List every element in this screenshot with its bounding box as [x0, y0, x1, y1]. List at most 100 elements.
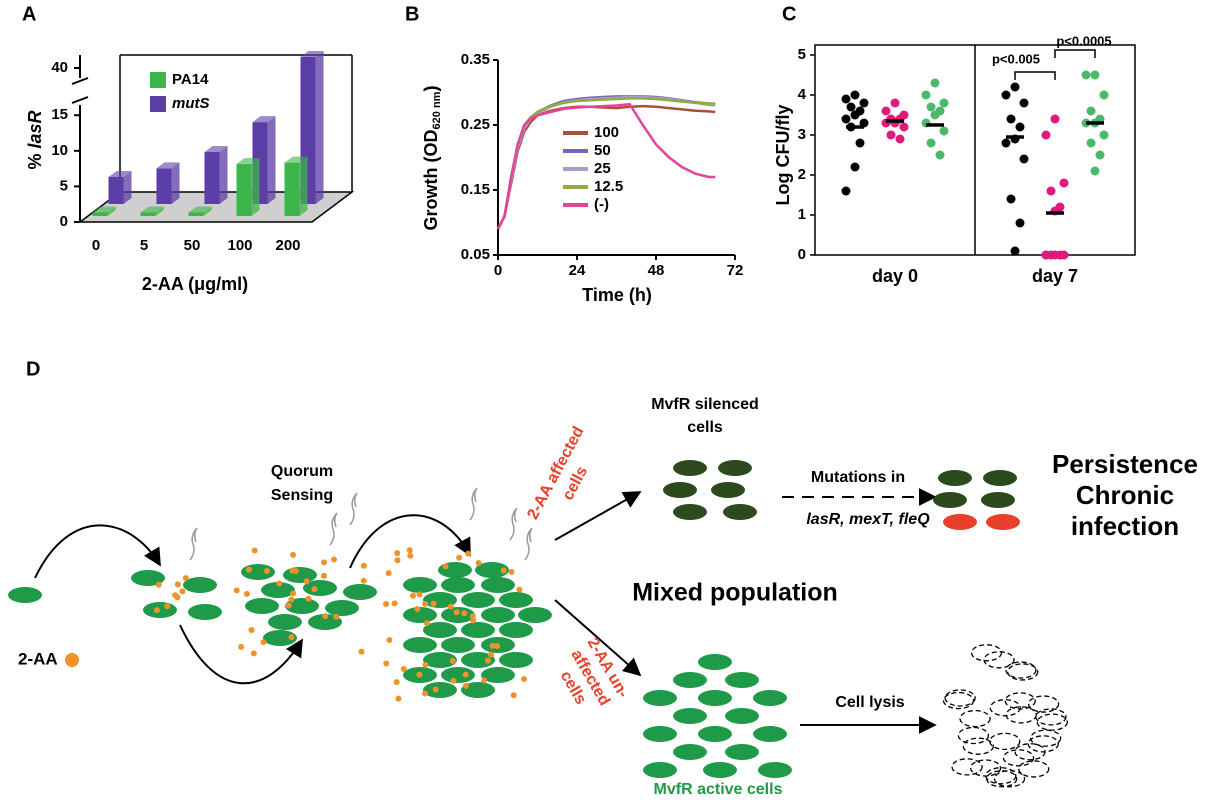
dot-2aa — [385, 570, 392, 577]
dot — [1015, 122, 1025, 132]
y-label-part: Growth (OD — [421, 129, 441, 230]
lysed-cell — [1005, 706, 1037, 724]
x-tick-label: day 7 — [1032, 266, 1078, 286]
dot-2aa — [422, 661, 429, 668]
cell — [188, 604, 222, 620]
dot — [1050, 250, 1060, 260]
dot-2aa — [484, 657, 491, 664]
cell — [8, 587, 42, 603]
dot-2aa — [383, 600, 390, 607]
dot-2aa — [243, 590, 250, 597]
legend-label: 25 — [594, 160, 611, 177]
x-tick-label: 5 — [140, 237, 148, 254]
y-label-part: ) — [421, 86, 441, 92]
cell — [711, 482, 745, 498]
lysed-cell — [1036, 713, 1068, 731]
cell — [698, 726, 732, 742]
lysed-cell — [970, 644, 1003, 662]
legend-dot — [65, 653, 79, 667]
cell — [481, 577, 515, 593]
dot — [921, 90, 931, 100]
lysed-cell — [1005, 661, 1037, 679]
dot-2aa — [333, 613, 340, 620]
dot — [1019, 154, 1029, 164]
outcome-label: Persistence — [1052, 449, 1198, 479]
cell — [441, 577, 475, 593]
label: Mutations in — [811, 469, 905, 486]
cell — [283, 567, 317, 583]
dot-2aa — [407, 552, 414, 559]
x-tick-label: 100 — [227, 237, 252, 254]
cell — [725, 672, 759, 688]
y-label: Growth (OD620 nm) — [421, 86, 443, 231]
dot-2aa — [182, 575, 189, 582]
cell — [325, 600, 359, 616]
dot — [841, 114, 851, 124]
x-label: Time (h) — [582, 285, 652, 305]
bar-side — [155, 206, 164, 216]
y-tick-label: 5 — [798, 46, 806, 63]
dot — [1006, 194, 1016, 204]
dot-2aa — [406, 547, 413, 554]
legend-label: PA14 — [172, 71, 209, 88]
dot-2aa — [516, 586, 523, 593]
dot-2aa — [450, 677, 457, 684]
y-tick-label: 0 — [60, 213, 68, 230]
y-label-part: % — [25, 154, 45, 170]
bar-top — [92, 206, 116, 213]
dot-2aa — [285, 602, 292, 609]
dot-2aa — [465, 550, 472, 557]
cell — [673, 744, 707, 760]
panel-a: 0 5 10 15 40 0 5 50 100 200 PA14 mutS — [51, 51, 355, 254]
dot-2aa — [322, 613, 329, 620]
dot — [859, 98, 869, 108]
cell — [698, 654, 732, 670]
lysed-cell — [993, 770, 1026, 788]
bar-top — [140, 206, 164, 213]
cell — [698, 690, 732, 706]
x-label: 2-AA (μg/ml) — [142, 274, 248, 294]
cell — [403, 577, 437, 593]
y-tick-label: 15 — [51, 106, 68, 123]
dot — [850, 162, 860, 172]
y-tick-label: 3 — [798, 126, 806, 143]
legend-label: (-) — [594, 196, 609, 213]
dot-2aa — [475, 559, 482, 566]
lysed-cell — [969, 759, 1002, 777]
dot-2aa — [395, 695, 402, 702]
dot-2aa — [470, 617, 477, 624]
signal — [509, 507, 518, 541]
cell — [499, 592, 533, 608]
dot-2aa — [422, 690, 429, 697]
bar — [284, 162, 300, 216]
dot-2aa — [432, 686, 439, 693]
panel-d: D 2-AA Quorum Sensing 2-AA affected cell… — [8, 358, 1198, 798]
dot-2aa — [251, 547, 258, 554]
signal — [469, 487, 478, 521]
dot-2aa — [358, 648, 365, 655]
dot — [841, 186, 851, 196]
y-label-text: Growth (OD620 nm) — [421, 86, 443, 231]
label: MvfR active cells — [654, 781, 783, 798]
bar-top — [108, 170, 132, 177]
dot — [881, 106, 891, 116]
dot-2aa — [321, 572, 328, 579]
y-tick-label: 0.15 — [461, 181, 490, 198]
lysed-cell — [1007, 663, 1039, 681]
bar-top — [156, 162, 180, 169]
cell — [423, 622, 457, 638]
cell — [461, 592, 495, 608]
dot — [926, 138, 936, 148]
arrow — [554, 599, 642, 677]
y-tick-label: 2 — [798, 166, 806, 183]
label: cells — [687, 419, 723, 436]
x-tick-label: 48 — [648, 262, 665, 279]
bar — [92, 212, 108, 216]
dot-2aa — [394, 557, 401, 564]
cell — [673, 672, 707, 688]
unaffected-label: 2-AA un- affected cells — [557, 635, 632, 709]
bar — [108, 176, 124, 204]
outcome-label: Chronic — [1076, 480, 1174, 510]
dot-2aa — [360, 577, 367, 584]
bar-side — [251, 158, 260, 216]
